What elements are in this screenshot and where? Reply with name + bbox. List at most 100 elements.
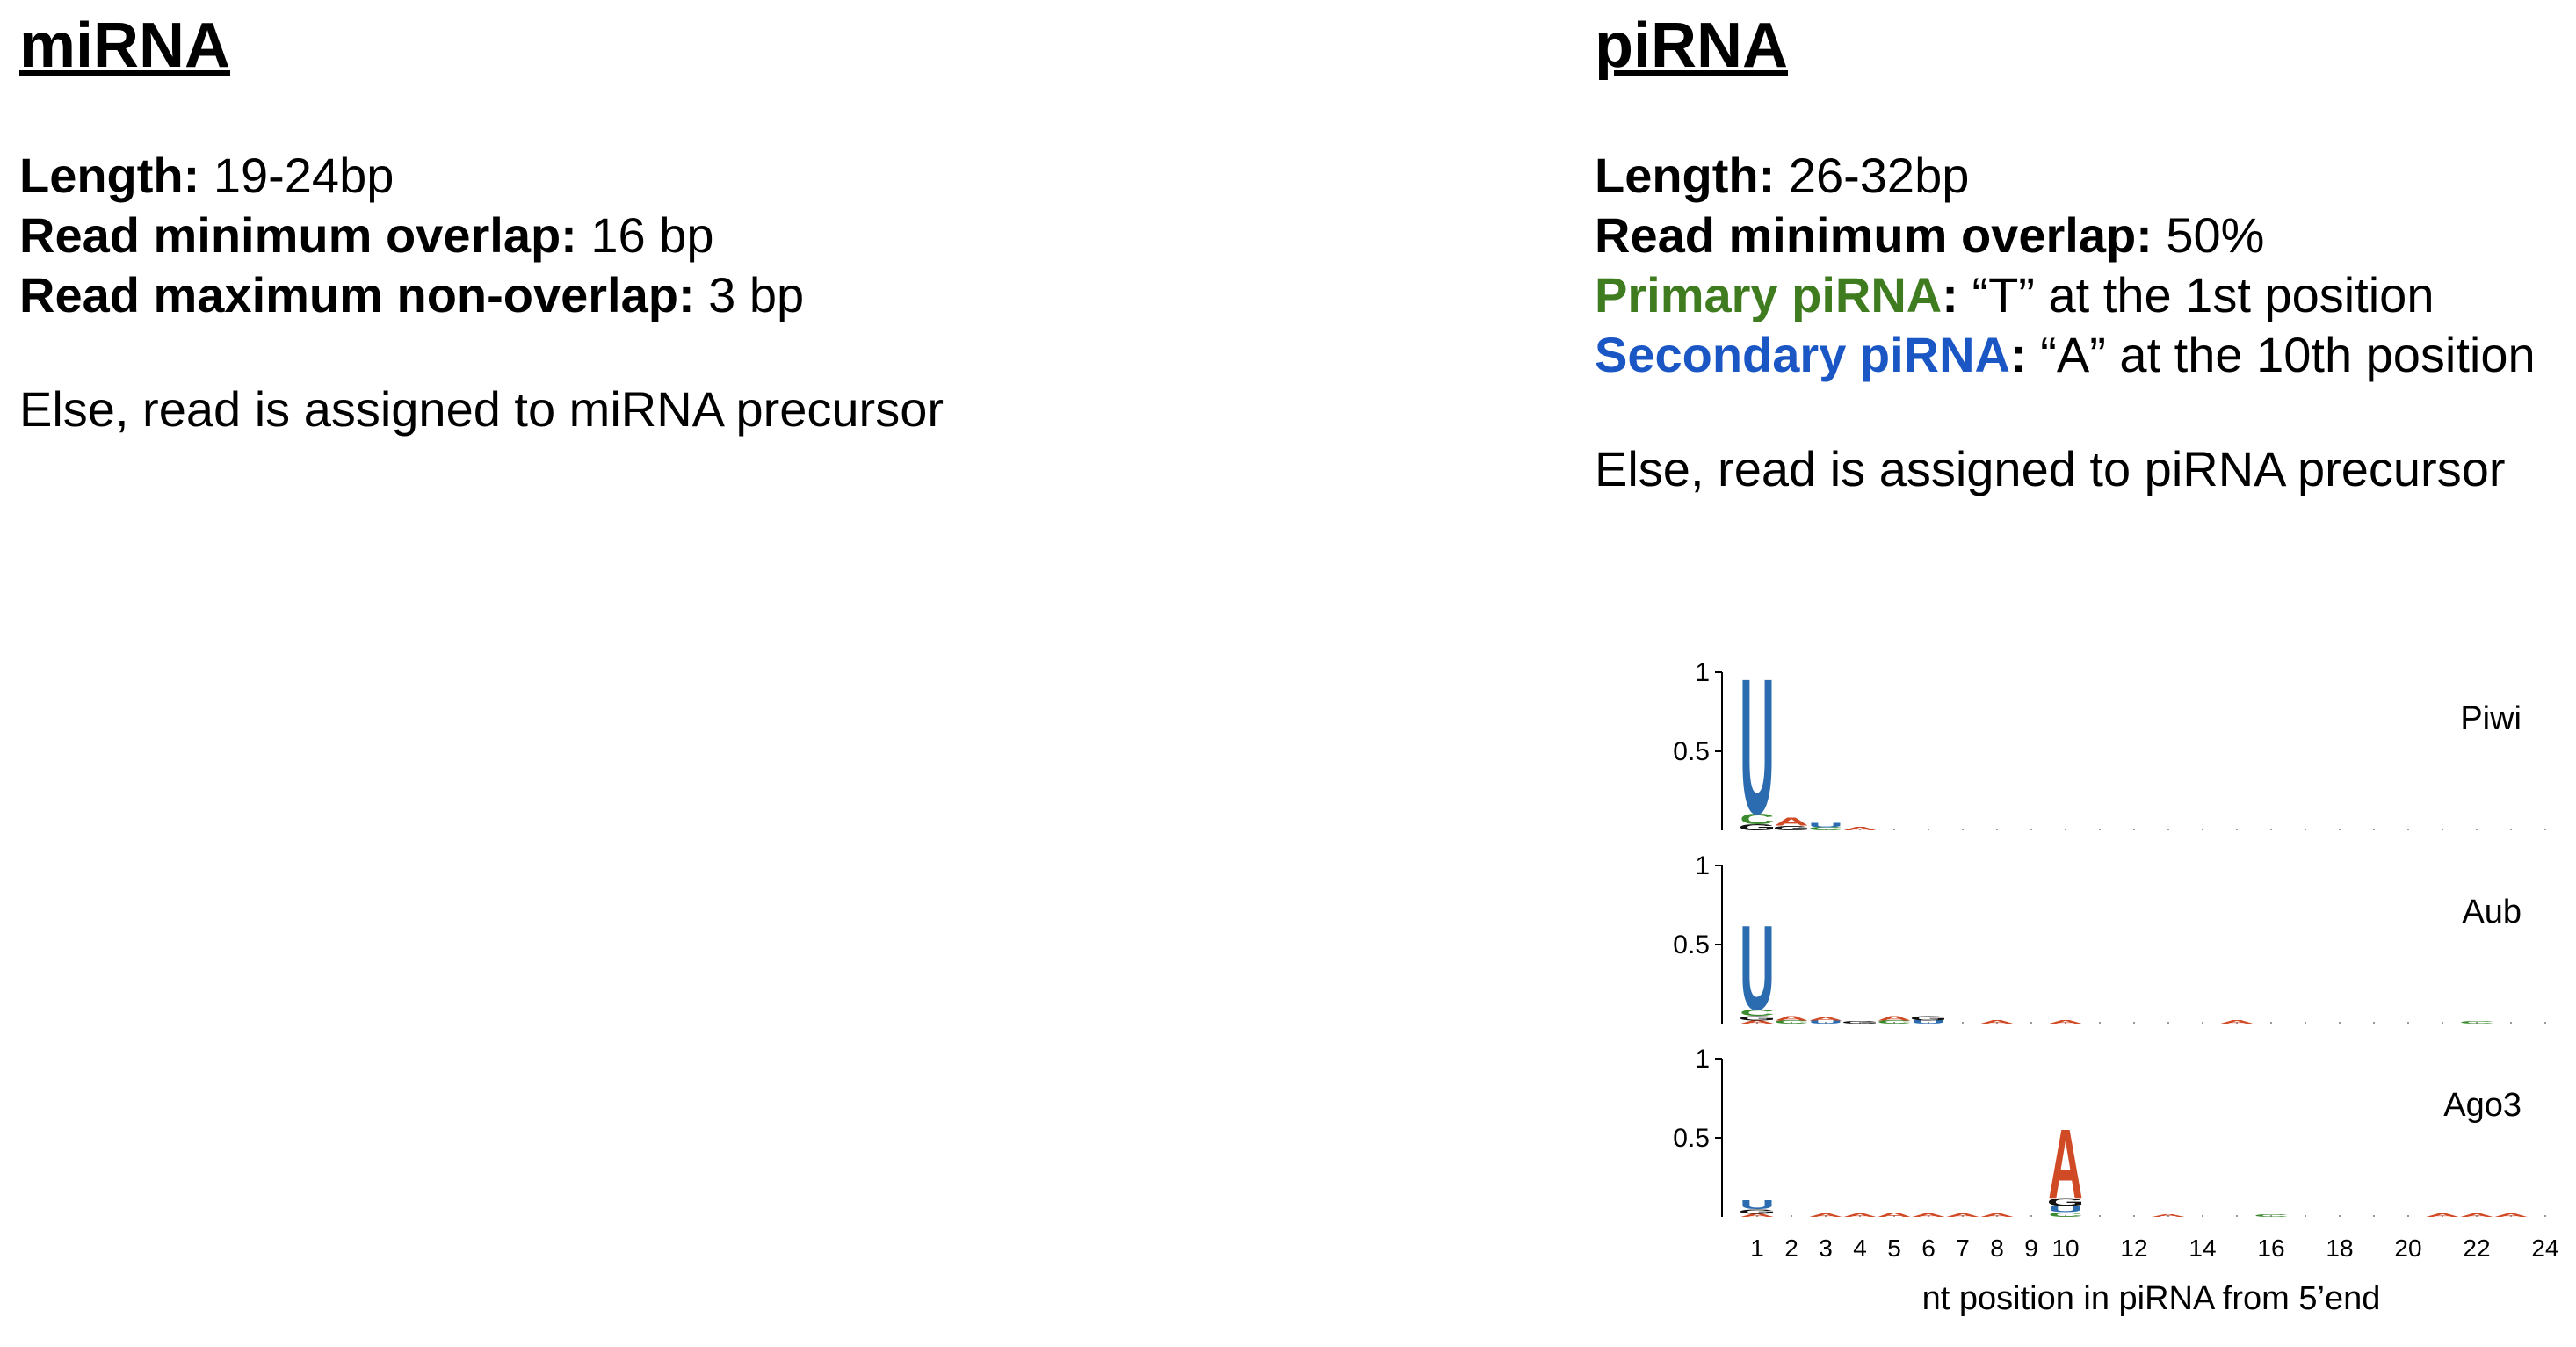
x-tick-label: 7 xyxy=(1956,1235,1970,1262)
x-axis-label: nt position in piRNA from 5’end xyxy=(1922,1280,2381,1317)
y-tick-label: 0.5 xyxy=(1673,931,1710,960)
baseline-dot xyxy=(1996,829,1998,830)
logo-letter-A: A xyxy=(1808,1213,1843,1219)
pirna-primary-line: Primary piRNA: “T” at the 1st position xyxy=(1595,265,2561,325)
baseline-dot xyxy=(2167,829,2169,830)
mirna-heading: miRNA xyxy=(19,11,231,81)
logo-letter-U: U xyxy=(1808,822,1843,829)
baseline-dot xyxy=(2133,829,2135,830)
baseline-dot xyxy=(2167,1215,2169,1217)
logo-letter-A: A xyxy=(1808,1017,1843,1022)
baseline-dot xyxy=(2202,1215,2203,1217)
mirna-criteria: Length: 19-24bp Read minimum overlap: 16… xyxy=(19,146,1557,439)
baseline-dot xyxy=(1996,1215,1998,1217)
logo-letter-G: G xyxy=(1773,824,1811,831)
y-tick-label: 0.5 xyxy=(1673,1124,1710,1153)
pirna-else-text: Else, read is assigned to piRNA precurso… xyxy=(1595,441,2506,496)
logo-letter-C: C xyxy=(1808,827,1843,832)
baseline-dot xyxy=(1928,829,1929,830)
logo-letter-A: A xyxy=(1979,1213,2015,1219)
logo-letter-U: U xyxy=(1911,1020,1946,1025)
baseline-dot xyxy=(2373,1022,2375,1024)
logo-letter-A: A xyxy=(1911,1213,1946,1219)
logo-letter-A: A xyxy=(2425,1213,2460,1219)
pirna-secondary-line: Secondary piRNA: “A” at the 10th positio… xyxy=(1595,325,2561,385)
baseline-dot xyxy=(2339,1022,2341,1024)
baseline-dot xyxy=(2544,1215,2546,1217)
pirna-primary-value: “T” at the 1st position xyxy=(1957,267,2435,322)
logo-letter-C: C xyxy=(1740,810,1775,828)
x-tick-label: 6 xyxy=(1921,1235,1936,1262)
baseline-dot xyxy=(2305,829,2306,830)
baseline-dot xyxy=(2510,1022,2512,1024)
baseline-dot xyxy=(2133,1022,2135,1024)
y-tick-label: 1 xyxy=(1695,851,1710,880)
x-tick-label: 24 xyxy=(2531,1235,2558,1262)
x-tick-label: 14 xyxy=(2189,1235,2216,1262)
logo-letter-A: A xyxy=(1979,1020,2015,1025)
pirna-heading: piRNA xyxy=(1595,11,1788,81)
logo-letter-U: U xyxy=(1740,641,1775,854)
mirna-else-text: Else, read is assigned to miRNA precurso… xyxy=(19,381,944,437)
x-tick-label: 18 xyxy=(2326,1235,2353,1262)
mirna-max-nonoverlap-line: Read maximum non-overlap: 3 bp xyxy=(19,265,1557,325)
mirna-length-label: Length: xyxy=(19,148,200,203)
baseline-dot xyxy=(1962,1022,1964,1024)
baseline-dot xyxy=(1756,1215,1758,1217)
y-tick-label: 1 xyxy=(1695,1045,1710,1074)
logo-letter-A: A xyxy=(2048,1109,2083,1220)
baseline-dot xyxy=(2476,1022,2478,1024)
baseline-dot xyxy=(2510,829,2512,830)
x-tick-label: 8 xyxy=(1990,1235,2004,1262)
baseline-dot xyxy=(2442,829,2443,830)
baseline-dot xyxy=(2236,1215,2238,1217)
x-tick-label: 10 xyxy=(2051,1235,2079,1262)
baseline-dot xyxy=(2030,1215,2032,1217)
x-tick-label: 4 xyxy=(1853,1235,1867,1262)
baseline-dot xyxy=(2270,829,2272,830)
x-tick-label: 12 xyxy=(2120,1235,2147,1262)
x-tick-label: 16 xyxy=(2257,1235,2284,1262)
baseline-dot xyxy=(2270,1022,2272,1024)
baseline-dot xyxy=(1825,1215,1827,1217)
pirna-secondary-value: “A” at the 10th position xyxy=(2026,327,2536,382)
logo-letter-A: A xyxy=(2493,1213,2529,1219)
pirna-criteria: Length: 26-32bp Read minimum overlap: 50… xyxy=(1595,146,2561,499)
baseline-dot xyxy=(1893,1215,1895,1217)
logo-letter-C: C xyxy=(1740,1008,1775,1017)
logo-letter-A: A xyxy=(1877,1015,1912,1022)
pirna-primary-label: Primary piRNA xyxy=(1595,267,1943,322)
baseline-dot xyxy=(2442,1022,2443,1024)
baseline-dot xyxy=(2373,829,2375,830)
pirna-min-overlap-label: Read minimum overlap: xyxy=(1595,207,2153,263)
x-tick-label: 9 xyxy=(2024,1235,2038,1262)
baseline-dot xyxy=(1962,829,1964,830)
mirna-min-overlap-label: Read minimum overlap: xyxy=(19,207,577,263)
baseline-dot xyxy=(1825,1022,1827,1024)
baseline-dot xyxy=(2407,1215,2409,1217)
baseline-dot xyxy=(2442,1215,2443,1217)
pirna-secondary-colon: : xyxy=(2010,327,2027,382)
baseline-dot xyxy=(2099,1022,2101,1024)
logo-letter-G: G xyxy=(1739,822,1776,832)
mirna-max-nonoverlap-value: 3 bp xyxy=(694,267,805,322)
mirna-length-value: 19-24bp xyxy=(199,148,394,203)
logo-letter-C: C xyxy=(1774,1020,1809,1025)
baseline-dot xyxy=(2476,829,2478,830)
y-tick-label: 1 xyxy=(1695,658,1710,687)
x-tick-label: 2 xyxy=(1784,1235,1798,1262)
logo-letter-G: G xyxy=(1842,1020,1879,1025)
baseline-dot xyxy=(2339,1215,2341,1217)
baseline-dot xyxy=(1893,829,1895,830)
baseline-dot xyxy=(1928,1215,1929,1217)
logo-letter-A: A xyxy=(2048,1020,2083,1025)
pirna-primary-colon: : xyxy=(1942,267,1958,322)
logo-letter-A: A xyxy=(1877,1211,1912,1218)
logo-letter-A: A xyxy=(1774,1015,1809,1022)
logo-letter-G: G xyxy=(1910,1015,1948,1022)
mirna-max-nonoverlap-label: Read maximum non-overlap: xyxy=(19,267,695,322)
baseline-dot xyxy=(2544,1022,2546,1024)
logo-letter-U: U xyxy=(1740,1198,1775,1213)
logo-letter-U: U xyxy=(1808,1020,1843,1025)
logo-letter-C: C xyxy=(1877,1020,1912,1025)
